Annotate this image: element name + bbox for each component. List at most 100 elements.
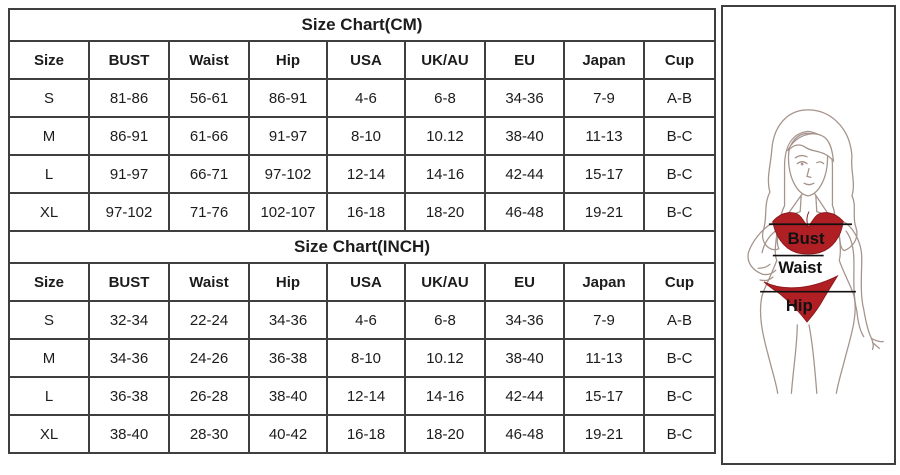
- leg-left-inner: [790, 324, 798, 394]
- eyebrow-left: [794, 154, 808, 159]
- value-cell: 7-9: [563, 300, 645, 340]
- value-cell: 6-8: [404, 300, 486, 340]
- table-row: M 34-36 24-26 36-38 8-10 10.12 38-40 11-13 B-C: [8, 338, 716, 378]
- value-cell: 38-40: [484, 116, 565, 156]
- bikini-top: [772, 212, 844, 255]
- value-cell: 34-36: [484, 78, 565, 118]
- value-cell: 6-8: [404, 78, 486, 118]
- table-row: S 32-34 22-24 34-36 4-6 6-8 34-36 7-9 A-B: [8, 300, 716, 340]
- value-cell: B-C: [643, 116, 716, 156]
- value-cell: 19-21: [563, 192, 645, 232]
- leg-right-inner: [808, 324, 818, 394]
- value-cell: 26-28: [168, 376, 250, 416]
- value-cell: 8-10: [326, 116, 406, 156]
- torso-side-right: [837, 226, 855, 297]
- table-header-row: Size BUST Waist Hip USA UK/AU EU Japan Cup: [8, 40, 716, 80]
- value-cell: 12-14: [326, 154, 406, 194]
- table-header-row: Size BUST Waist Hip USA UK/AU EU Japan Cup: [8, 262, 716, 302]
- measurement-figure-panel: Bust Waist Hip: [721, 5, 896, 465]
- size-chart-table-body: Size Chart(CM) Size BUST Waist Hip USA UK/AU EU…: [8, 8, 716, 454]
- value-cell: 71-76: [168, 192, 250, 232]
- hand-right-finger-1: [870, 337, 874, 350]
- column-header: Waist: [168, 262, 250, 302]
- size-cell: L: [8, 376, 90, 416]
- value-cell: 14-16: [404, 154, 486, 194]
- value-cell: 32-34: [88, 300, 170, 340]
- value-cell: 38-40: [484, 338, 565, 378]
- value-cell: 86-91: [248, 78, 328, 118]
- value-cell: 15-17: [563, 376, 645, 416]
- table-row: XL 97-102 71-76 102-107 16-18 18-20 46-48 19-21…: [8, 192, 716, 232]
- table-row: L 36-38 26-28 38-40 12-14 14-16 42-44 15-17 B-C: [8, 376, 716, 416]
- value-cell: 11-13: [563, 338, 645, 378]
- value-cell: B-C: [643, 414, 716, 454]
- column-header: Cup: [643, 40, 716, 80]
- value-cell: B-C: [643, 154, 716, 194]
- bikini-cleavage-line: [806, 211, 810, 228]
- column-header: Hip: [248, 262, 328, 302]
- value-cell: 38-40: [88, 414, 170, 454]
- column-header: USA: [326, 40, 406, 80]
- size-cell: M: [8, 116, 90, 156]
- column-header: Japan: [563, 40, 645, 80]
- value-cell: B-C: [643, 376, 716, 416]
- waist-label: Waist: [778, 258, 822, 277]
- hair-outline: [761, 109, 858, 252]
- value-cell: 19-21: [563, 414, 645, 454]
- value-cell: 34-36: [88, 338, 170, 378]
- column-header: Hip: [248, 40, 328, 80]
- pupil-left: [800, 162, 804, 166]
- column-header: Size: [8, 262, 90, 302]
- table-row: L 91-97 66-71 97-102 12-14 14-16 42-44 15-17 B-C: [8, 154, 716, 194]
- value-cell: 46-48: [484, 414, 565, 454]
- navel: [804, 266, 812, 269]
- value-cell: 91-97: [248, 116, 328, 156]
- hip-label: Hip: [786, 296, 813, 315]
- arm-right-outer: [845, 222, 873, 340]
- value-cell: 42-44: [484, 376, 565, 416]
- value-cell: 38-40: [248, 376, 328, 416]
- value-cell: 40-42: [248, 414, 328, 454]
- size-cell: S: [8, 78, 90, 118]
- value-cell: 14-16: [404, 376, 486, 416]
- value-cell: 7-9: [563, 78, 645, 118]
- hand-right-finger-2: [870, 337, 884, 343]
- value-cell: 56-61: [168, 78, 250, 118]
- table-row: M 86-91 61-66 91-97 8-10 10.12 38-40 11-13 B-C: [8, 116, 716, 156]
- value-cell: 36-38: [248, 338, 328, 378]
- column-header: BUST: [88, 262, 170, 302]
- value-cell: 4-6: [326, 78, 406, 118]
- value-cell: 97-102: [248, 154, 328, 194]
- table-title: Size Chart(INCH): [8, 230, 716, 264]
- value-cell: B-C: [643, 338, 716, 378]
- value-cell: 66-71: [168, 154, 250, 194]
- hand-left-finger-2: [761, 269, 777, 276]
- value-cell: 16-18: [326, 192, 406, 232]
- value-cell: A-B: [643, 78, 716, 118]
- woman-figure-illustration: Bust Waist Hip: [747, 109, 884, 394]
- value-cell: 91-97: [88, 154, 170, 194]
- column-header: BUST: [88, 40, 170, 80]
- nose: [806, 167, 812, 178]
- value-cell: 8-10: [326, 338, 406, 378]
- hand-left-finger-3: [759, 276, 774, 282]
- column-header: USA: [326, 262, 406, 302]
- size-cell: XL: [8, 414, 90, 454]
- value-cell: B-C: [643, 192, 716, 232]
- lips: [803, 182, 815, 186]
- value-cell: 11-13: [563, 116, 645, 156]
- arm-right-inner: [845, 230, 865, 338]
- column-header: Size: [8, 40, 90, 80]
- bust-label: Bust: [788, 229, 825, 248]
- leg-right-outer: [835, 294, 856, 394]
- column-header: UK/AU: [404, 40, 486, 80]
- hand-right-finger-3: [871, 341, 880, 349]
- size-cell: M: [8, 338, 90, 378]
- value-cell: 36-38: [88, 376, 170, 416]
- value-cell: 18-20: [404, 414, 486, 454]
- value-cell: 61-66: [168, 116, 250, 156]
- table-title: Size Chart(CM): [8, 8, 716, 42]
- column-header: Japan: [563, 262, 645, 302]
- table-title-row: Size Chart(CM): [8, 8, 716, 42]
